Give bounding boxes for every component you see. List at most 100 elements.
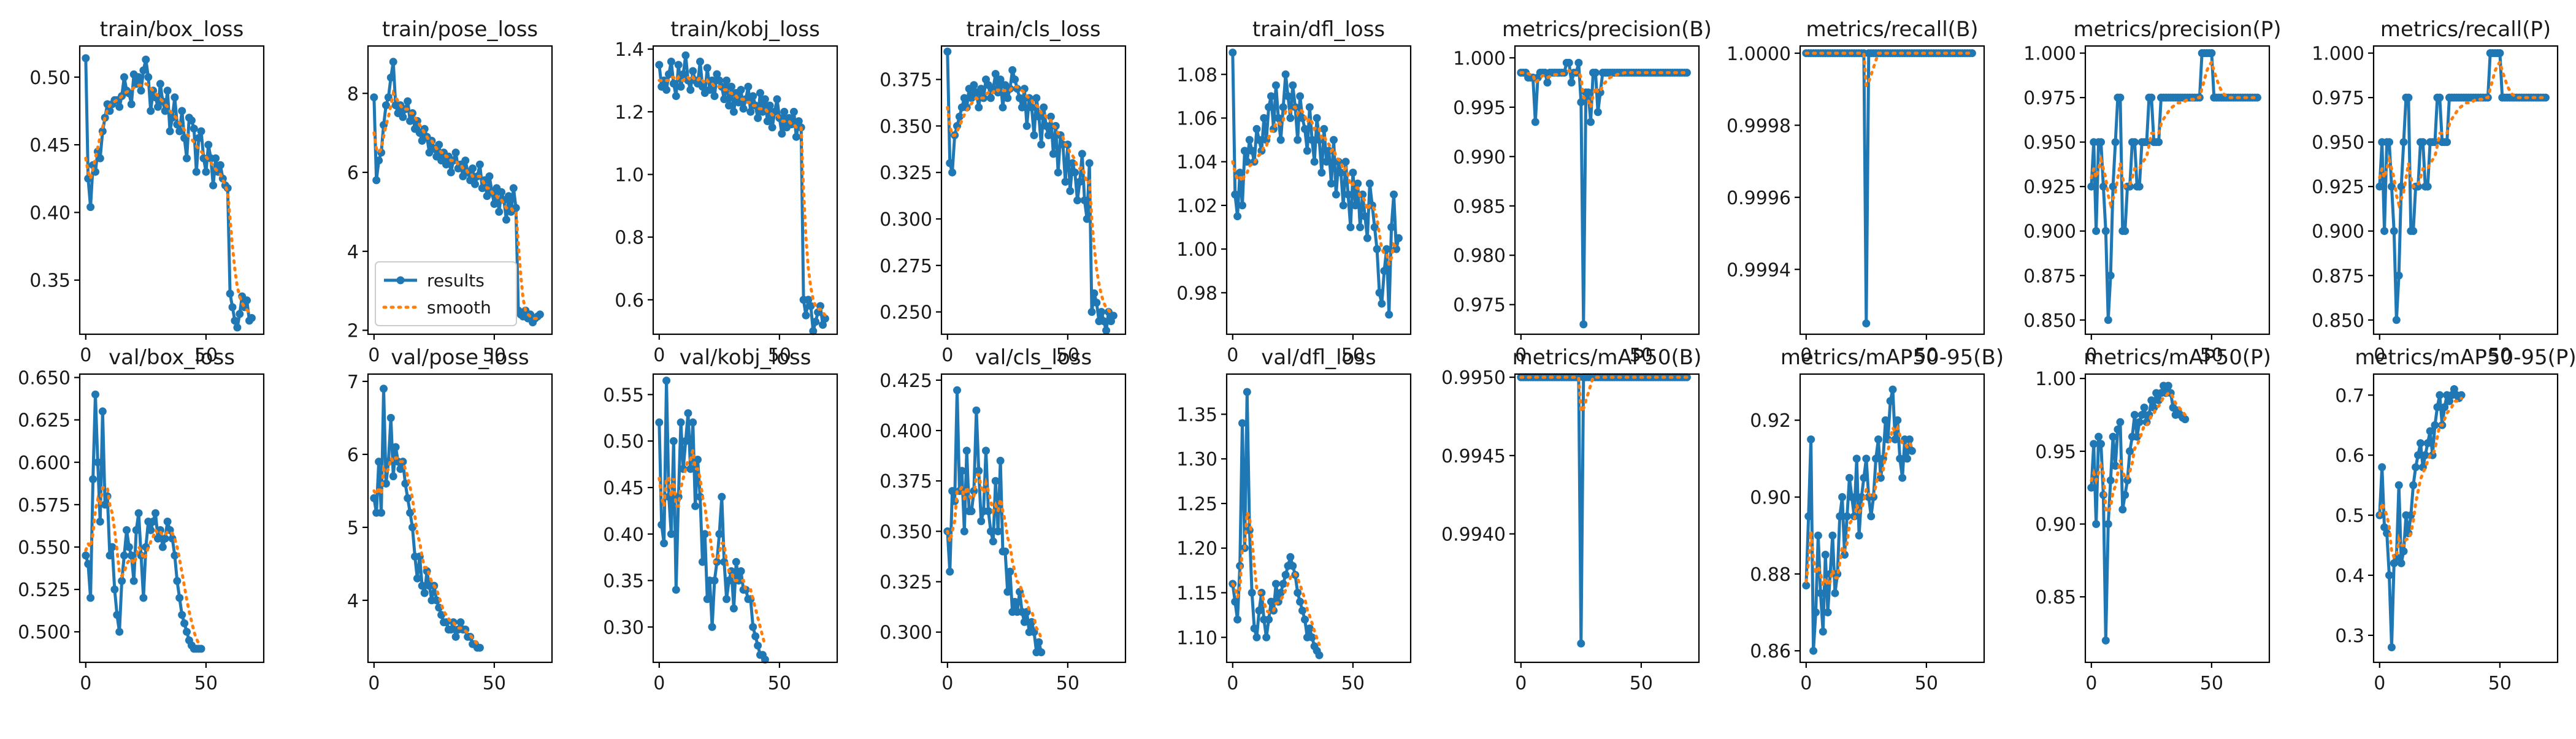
- results-point: [1262, 633, 1271, 641]
- results-point: [115, 102, 124, 111]
- results-point: [2116, 418, 2125, 426]
- x-tick-label: 50: [194, 345, 218, 366]
- results-point: [2126, 182, 2134, 191]
- results-point: [1336, 169, 1345, 177]
- results-point: [975, 103, 983, 112]
- subplot-title: train/cls_loss: [966, 17, 1100, 42]
- y-tick-label: 0.6: [2335, 445, 2364, 467]
- results-point: [2390, 559, 2398, 567]
- results-point: [144, 73, 153, 82]
- results-point: [187, 116, 196, 124]
- y-tick-label: 0.9945: [1441, 446, 1506, 467]
- results-point: [1003, 588, 1012, 596]
- results-point: [1255, 136, 1263, 144]
- results-point: [2101, 227, 2110, 235]
- y-tick-label: 0.45: [603, 478, 644, 499]
- y-tick-label: 4: [347, 242, 359, 263]
- results-point: [2380, 227, 2389, 235]
- axes-frame: [2084, 45, 2271, 335]
- y-tick-label: 0.98: [1176, 283, 1217, 304]
- subplot-title: metrics/precision(B): [1502, 17, 1712, 42]
- results-point: [1577, 98, 1585, 107]
- results-point: [1807, 435, 1815, 443]
- results-point: [1037, 648, 1046, 657]
- y-tick-label: 1.35: [1176, 404, 1217, 426]
- results-point: [82, 54, 90, 63]
- results-point: [2399, 547, 2408, 556]
- subplot: metrics/mAP50-95(B) 0.86 0.88 0.90 0.92 0 50: [1750, 345, 2004, 694]
- results-point: [1045, 131, 1052, 139]
- results-point: [2130, 138, 2139, 147]
- y-tick-label: 0.40: [603, 524, 644, 546]
- results-point: [2133, 432, 2141, 441]
- results-point: [461, 156, 470, 165]
- results-point: [1281, 570, 1290, 579]
- smooth-line: [2090, 58, 2259, 209]
- results-point: [2394, 481, 2403, 489]
- results-point: [1076, 177, 1084, 186]
- results-point: [2140, 404, 2149, 412]
- results-point: [821, 315, 829, 323]
- results-point: [696, 58, 704, 66]
- results-point: [96, 518, 104, 526]
- results-point: [96, 154, 104, 163]
- results-point: [197, 127, 205, 136]
- results-point: [1893, 416, 1902, 424]
- results-point: [1862, 319, 1871, 327]
- smooth-line: [1231, 105, 1400, 270]
- results-point: [2097, 440, 2105, 448]
- results-point: [669, 79, 678, 88]
- x-tick-label: 0: [1227, 673, 1238, 694]
- results-point: [202, 167, 210, 176]
- y-tick-label: 0.995: [1453, 98, 1506, 119]
- smooth-line: [2378, 396, 2463, 559]
- results-point: [749, 92, 757, 101]
- results-point: [1896, 454, 1904, 463]
- results-point: [2445, 397, 2453, 405]
- y-tick-label: 0.350: [880, 521, 932, 543]
- results-point: [158, 543, 167, 551]
- results-point: [396, 465, 405, 473]
- results-point: [442, 160, 450, 169]
- legend-smooth-label: smooth: [427, 297, 491, 318]
- results-point: [1543, 78, 1552, 87]
- results-point: [82, 551, 90, 560]
- y-tick-label: 0.275: [880, 256, 932, 277]
- results-point: [708, 622, 716, 631]
- x-tick-label: 50: [2488, 345, 2512, 366]
- y-tick-label: 1.4: [615, 39, 644, 61]
- results-point: [1531, 118, 1539, 126]
- y-tick-label: 6: [347, 163, 359, 184]
- results-point: [142, 55, 150, 64]
- results-point: [2433, 403, 2442, 412]
- results-point: [1042, 121, 1051, 130]
- results-point: [1078, 150, 1086, 158]
- results-point: [2253, 93, 2261, 102]
- subplot-title: metrics/precision(P): [2073, 17, 2281, 42]
- results-point: [183, 627, 191, 636]
- x-tick-label: 50: [2488, 673, 2512, 694]
- results-point: [1018, 103, 1026, 112]
- results-point: [996, 456, 1005, 465]
- y-tick-label: 0.950: [2023, 132, 2076, 154]
- results-point: [113, 611, 121, 619]
- results-point: [1281, 70, 1290, 78]
- subplot: val/cls_loss 0.300 0.325 0.350 0.375 0.400 0.4…: [880, 345, 1127, 694]
- results-point: [86, 203, 95, 212]
- results-point: [190, 124, 198, 133]
- results-point: [226, 289, 234, 298]
- results-point: [989, 537, 997, 546]
- results-line: [946, 52, 1115, 332]
- results-point: [1240, 147, 1249, 155]
- y-tick-label: 0.950: [2312, 132, 2364, 154]
- y-tick-label: 0.4: [2335, 565, 2364, 587]
- results-point: [233, 323, 242, 332]
- y-tick-label: 0.350: [880, 116, 932, 137]
- results-point: [2147, 396, 2156, 405]
- results-point: [686, 86, 695, 94]
- results-point: [389, 58, 397, 66]
- subplot-title: val/pose_loss: [391, 345, 529, 370]
- y-tick-label: 0.35: [29, 270, 71, 292]
- x-tick-label: 0: [941, 345, 953, 366]
- results-point: [1252, 124, 1261, 133]
